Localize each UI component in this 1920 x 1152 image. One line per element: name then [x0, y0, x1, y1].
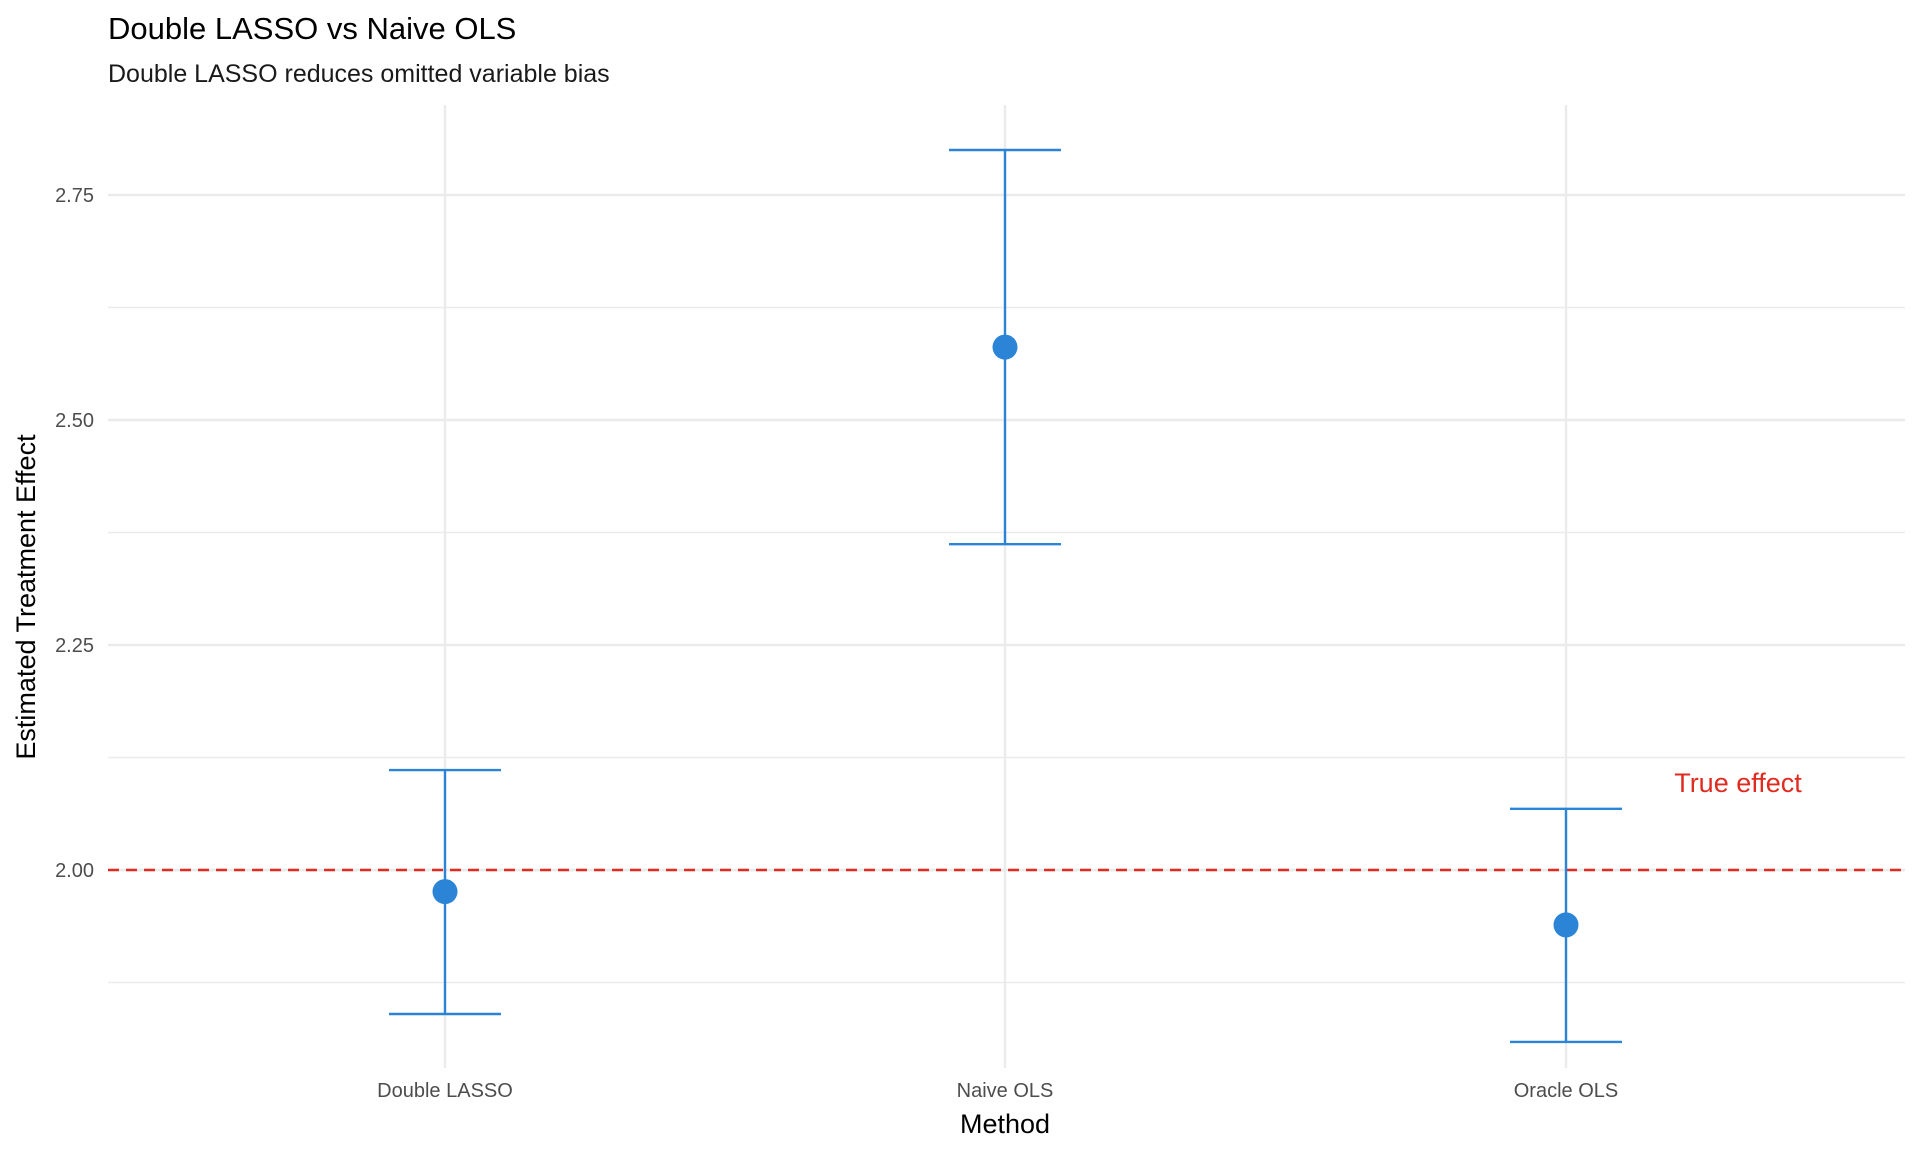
x-tick-label: Double LASSO [377, 1080, 513, 1102]
errorbar-group [949, 148, 1061, 546]
grid [108, 105, 1905, 1068]
y-tick-labels: 2.00 2.25 2.50 2.75 [55, 185, 94, 882]
errorbar-group [389, 768, 501, 1016]
estimate-point [432, 879, 458, 905]
x-axis-title: Method [960, 1109, 1050, 1139]
y-tick-label: 2.75 [55, 185, 94, 207]
estimate-point [1553, 912, 1579, 938]
x-tick-label: Oracle OLS [1514, 1080, 1618, 1102]
x-tick-label: Naive OLS [957, 1080, 1054, 1102]
true-effect-label: True effect [1674, 768, 1802, 798]
y-axis-title: Estimated Treatment Effect [11, 434, 41, 760]
marks [389, 148, 1622, 1044]
chart-title: Double LASSO vs Naive OLS [108, 11, 516, 46]
y-tick-label: 2.25 [55, 635, 94, 657]
y-tick-label: 2.50 [55, 410, 94, 432]
y-tick-label: 2.00 [55, 860, 94, 882]
reference-line-group: True effect [108, 768, 1905, 872]
estimate-point [992, 334, 1018, 360]
chart-subtitle: Double LASSO reduces omitted variable bi… [108, 60, 610, 88]
x-tick-labels: Double LASSO Naive OLS Oracle OLS [377, 1080, 1618, 1102]
errorbar-group [1510, 807, 1622, 1044]
